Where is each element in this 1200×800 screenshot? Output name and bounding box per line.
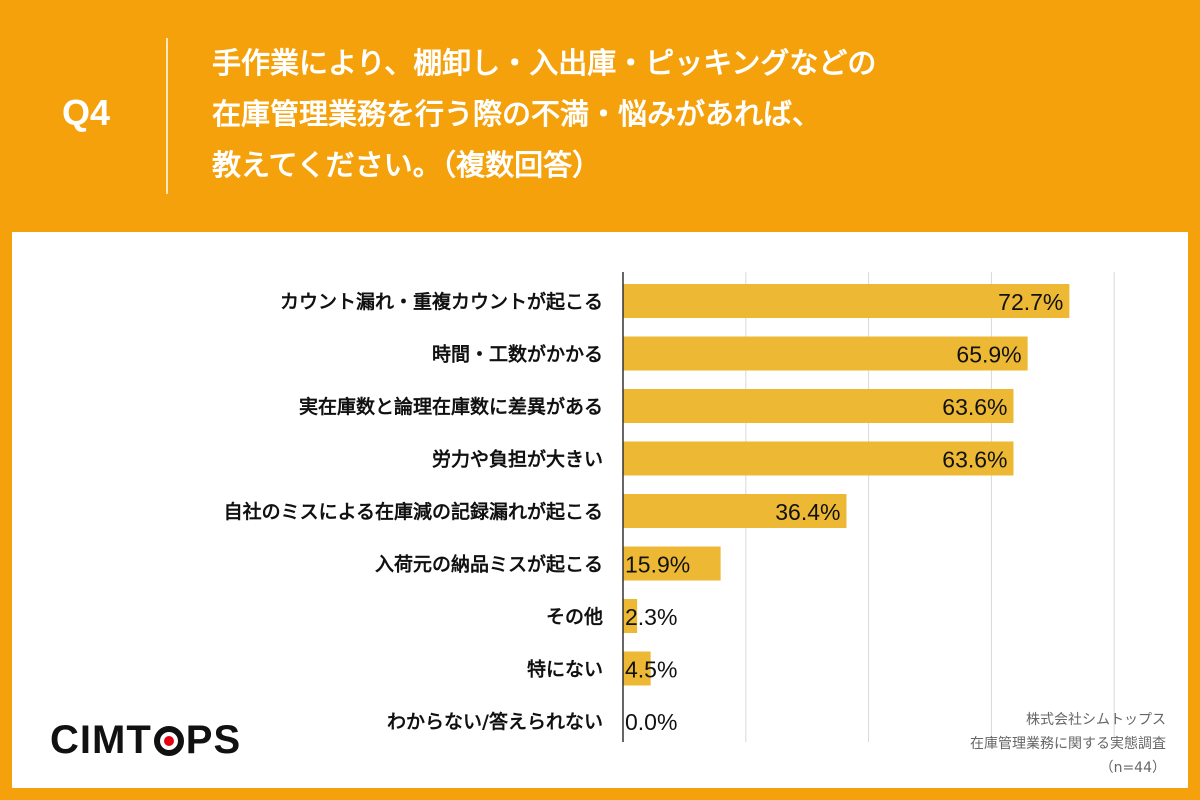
question-number: Q4	[62, 92, 111, 133]
data-label: 0.0%	[625, 709, 677, 735]
category-label: 労力や負担が大きい	[432, 448, 603, 471]
bar	[623, 546, 721, 581]
bar	[623, 494, 847, 528]
bar	[623, 441, 1014, 476]
source-survey: 在庫管理業務に関する実態調査	[970, 736, 1166, 752]
source-sample-size: （n=44）	[1099, 760, 1166, 776]
question-line-3: 教えてください。（複数回答）	[212, 148, 602, 182]
bar	[623, 651, 651, 686]
category-label: カウント漏れ・重複カウントが起こる	[280, 290, 603, 313]
logo-text-right: PS	[185, 718, 242, 762]
header: Q4 手作業により、棚卸し・入出庫・ピッキングなどの 在庫管理業務を行う際の不満…	[0, 0, 1200, 230]
category-label: 入荷元の納品ミスが起こる	[375, 553, 603, 576]
header-divider	[166, 38, 168, 194]
data-label: 2.3%	[625, 604, 677, 630]
source-note: 株式会社シムトップス 在庫管理業務に関する実態調査 （n=44）	[970, 708, 1166, 780]
question-line-2: 在庫管理業務を行う際の不満・悩みがあれば、	[212, 97, 822, 131]
source-company: 株式会社シムトップス	[1026, 712, 1166, 728]
bar	[623, 284, 1070, 318]
data-label: 63.6%	[942, 447, 1007, 473]
bar	[623, 389, 1014, 423]
category-label: 自社のミスによる在庫減の記録漏れが起こる	[224, 500, 603, 523]
bar	[623, 599, 638, 633]
data-label: 4.5%	[625, 657, 677, 683]
question-text: 手作業により、棚卸し・入出庫・ピッキングなどの 在庫管理業務を行う際の不満・悩み…	[212, 38, 1112, 191]
data-label: 63.6%	[942, 394, 1007, 420]
cimtops-logo: CIMT PS	[50, 718, 241, 763]
data-label: 72.7%	[998, 289, 1063, 315]
category-label: その他	[546, 605, 603, 628]
bar	[623, 336, 1028, 371]
data-label: 65.9%	[956, 342, 1021, 368]
question-line-1: 手作業により、棚卸し・入出庫・ピッキングなどの	[212, 46, 877, 80]
data-label: 36.4%	[775, 499, 840, 525]
bar-chart: カウント漏れ・重複カウントが起こる 72.7% 時間・工数がかかる 65.9% 実在庫数…	[224, 272, 1115, 742]
category-label: 時間・工数がかかる	[432, 343, 603, 366]
chart-panel: カウント漏れ・重複カウントが起こる 72.7% 時間・工数がかかる 65.9% 実在庫数…	[12, 232, 1188, 788]
logo-o-mark-icon	[153, 725, 184, 756]
logo-text-left: CIMT	[50, 718, 152, 762]
category-label: 実在庫数と論理在庫数に差異がある	[299, 395, 603, 418]
category-label: わからない/答えられない	[387, 710, 603, 733]
category-label: 特にない	[527, 659, 603, 681]
data-label: 15.9%	[625, 552, 690, 578]
